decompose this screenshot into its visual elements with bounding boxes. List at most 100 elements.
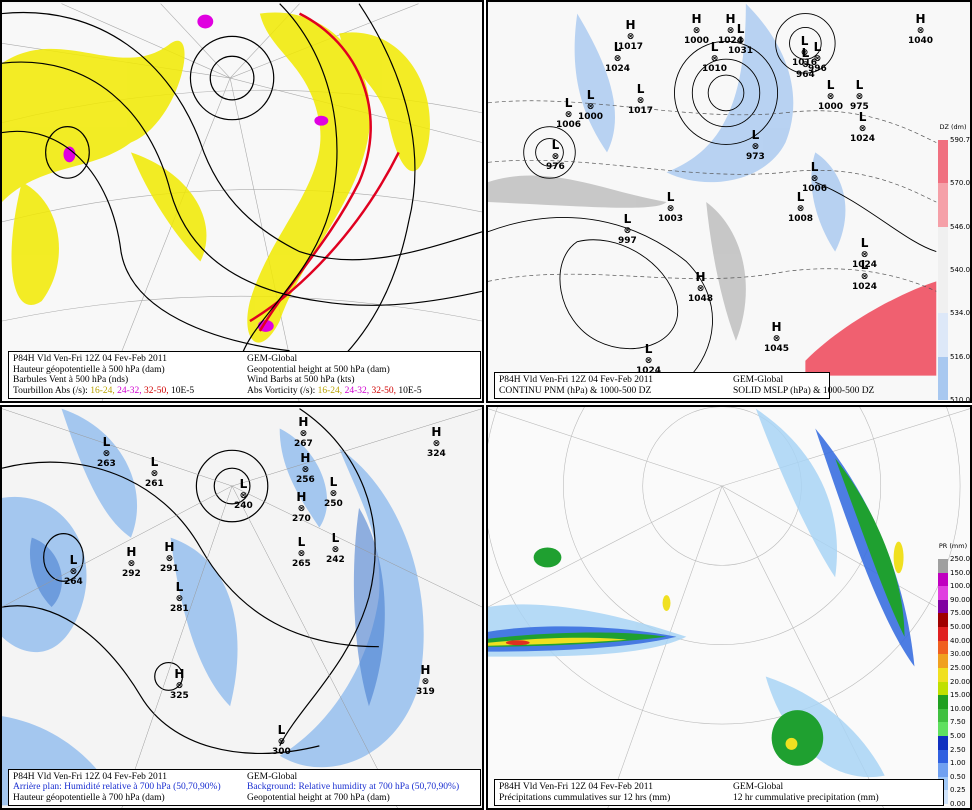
center-letter: H: [126, 545, 137, 559]
panel-700hpa-humidity: L ⊗ 263 L ⊗ 261 L ⊗ 264 H ⊗ 292 H ⊗ 291 L ⊗ 281 L ⊗ 240 H ⊗ 267…: [0, 405, 484, 810]
height-center-high: H ⊗ 319: [416, 664, 435, 697]
center-value: 1000: [684, 36, 710, 46]
caption-en-title: GEM-Global: [733, 375, 784, 385]
center-letter: L: [855, 78, 864, 92]
center-value: 964: [796, 70, 815, 80]
colorbar-label: 534.00: [950, 309, 971, 318]
center-marker-icon: ⊗: [860, 272, 869, 282]
pressure-center-low: L ⊗ 964: [796, 47, 815, 80]
colorbar-swatch: [938, 722, 948, 737]
caption-fr-line: Précipitations cummulatives sur 12 hrs (…: [499, 792, 671, 803]
center-letter: L: [150, 455, 159, 469]
center-letter: L: [331, 531, 340, 545]
caption-en-background: Background: Relative humidity at 700 hPa…: [247, 782, 460, 792]
colorbar-swatch: [938, 140, 948, 184]
center-marker-icon: ⊗: [813, 54, 822, 64]
height-center-low: L ⊗ 240: [234, 478, 253, 511]
caption-en-line: SOLID MSLP (hPa) & 1000-500 DZ: [733, 385, 875, 396]
panel-4-caption: P84H Vld Ven-Fri 12Z 04 Fev-Feb 2011 GEM…: [494, 779, 944, 806]
panel-2-caption: P84H Vld Ven-Fri 12Z 04 Fev-Feb 2011 GEM…: [494, 372, 874, 399]
center-marker-icon: ⊗: [564, 110, 573, 120]
colorbar-swatch: [938, 627, 948, 642]
center-marker-icon: ⊗: [772, 334, 781, 344]
caption-fr-background: Arrière plan: Humidité relative à 700 hP…: [13, 782, 221, 792]
caption-en-line: Geopotential height at 500 hPa (dam): [247, 364, 390, 375]
height-center-low: L ⊗ 242: [326, 531, 345, 565]
colorbar-label: 0.00: [950, 800, 966, 808]
colorbar-swatch: [938, 735, 948, 751]
height-center-low: L ⊗ 263: [97, 435, 116, 469]
center-marker-icon: ⊗: [69, 567, 78, 577]
thickness-colorbar: DZ (dm) 590.75 570.00 546.00 540.00 534.00 516…: [938, 124, 970, 401]
center-value: 1024: [636, 366, 662, 376]
colorbar-label: 90.00: [950, 595, 971, 604]
center-letter: L: [710, 40, 719, 54]
center-marker-icon: ⊗: [710, 54, 719, 64]
colorbar-label: 590.75: [950, 136, 971, 144]
center-value: 1006: [802, 184, 828, 194]
center-value: 267: [294, 439, 313, 449]
pressure-center-high: H ⊗ 1017: [618, 19, 643, 52]
center-value: 291: [160, 564, 179, 574]
colorbar-swatch: [938, 763, 948, 778]
colorbar-label: 2.50: [950, 745, 966, 754]
center-letter: L: [551, 138, 560, 152]
center-value: 1024: [850, 134, 876, 144]
center-value: 996: [808, 64, 827, 74]
colorbar-swatch: [938, 599, 948, 614]
height-center-high: H ⊗ 291: [160, 541, 179, 574]
center-marker-icon: ⊗: [432, 439, 441, 449]
caption-fr-line: Barbules Vent à 500 hPa (nds): [13, 375, 129, 385]
thickness-warm-area: [805, 281, 937, 376]
center-letter: L: [69, 553, 78, 567]
colorbar-label: 20.00: [950, 677, 971, 686]
caption-en-vorticity: Abs Vorticity (/s): 16-24, 24-32, 32-50,…: [247, 385, 422, 396]
panel-500hpa-vorticity: P84H Vld Ven-Fri 12Z 04 Fev-Feb 2011 GEM…: [0, 0, 484, 403]
colorbar-swatch: [938, 226, 948, 271]
colorbar-label: 1.00: [950, 759, 966, 768]
colorbar-swatch: [938, 749, 948, 764]
center-value: 1031: [728, 46, 754, 56]
colorbar-swatch: [938, 313, 948, 358]
center-marker-icon: ⊗: [551, 152, 560, 162]
center-letter: L: [329, 475, 338, 489]
center-letter: L: [564, 96, 573, 110]
caption-en-line: Wind Barbs at 500 hPa (kts): [247, 375, 355, 385]
center-marker-icon: ⊗: [858, 124, 867, 134]
pressure-center-low: L ⊗ 1016: [792, 34, 817, 68]
center-marker-icon: ⊗: [692, 26, 701, 36]
caption-en-title: GEM-Global: [247, 354, 298, 364]
pressure-center-low: L ⊗ 1006: [556, 96, 581, 130]
height-center-low: L ⊗ 261: [145, 455, 164, 489]
center-value: 261: [145, 479, 164, 489]
pressure-center-low: L ⊗ 1024: [636, 343, 662, 376]
colorbar-label: 0.50: [950, 772, 966, 781]
center-value: 976: [546, 162, 565, 172]
caption-en-line: 12 hr cummulative precipitation (mm): [733, 792, 879, 803]
center-marker-icon: ⊗: [810, 174, 819, 184]
center-marker-icon: ⊗: [297, 549, 306, 559]
height-center-high: H ⊗ 325: [170, 668, 189, 701]
center-marker-icon: ⊗: [726, 26, 735, 36]
center-letter: L: [813, 40, 822, 54]
colorbar-label: 570.00: [950, 179, 971, 188]
center-letter: L: [810, 160, 819, 174]
center-letter: L: [858, 110, 867, 124]
center-letter: L: [277, 723, 286, 737]
colorbar-swatch: [938, 613, 948, 628]
center-value: 250: [324, 499, 343, 509]
colorbar-label: 540.00: [950, 266, 971, 274]
caption-fr-title: P84H Vld Ven-Fri 12Z 04 Fev-Feb 2011: [499, 782, 653, 792]
colorbar-swatch: [938, 667, 948, 682]
center-letter: L: [751, 128, 760, 142]
colorbar-label: 5.00: [950, 731, 966, 740]
center-letter: L: [586, 88, 595, 102]
caption-fr-title: P84H Vld Ven-Fri 12Z 04 Fev-Feb 2011: [13, 354, 167, 364]
colorbar-label: 25.00: [950, 663, 971, 672]
center-marker-icon: ⊗: [586, 102, 595, 112]
center-letter: L: [800, 34, 809, 48]
center-value: 281: [170, 604, 189, 614]
height-center-low: L ⊗ 264: [64, 553, 83, 587]
center-letter: H: [771, 320, 782, 334]
center-letter: L: [102, 435, 111, 449]
